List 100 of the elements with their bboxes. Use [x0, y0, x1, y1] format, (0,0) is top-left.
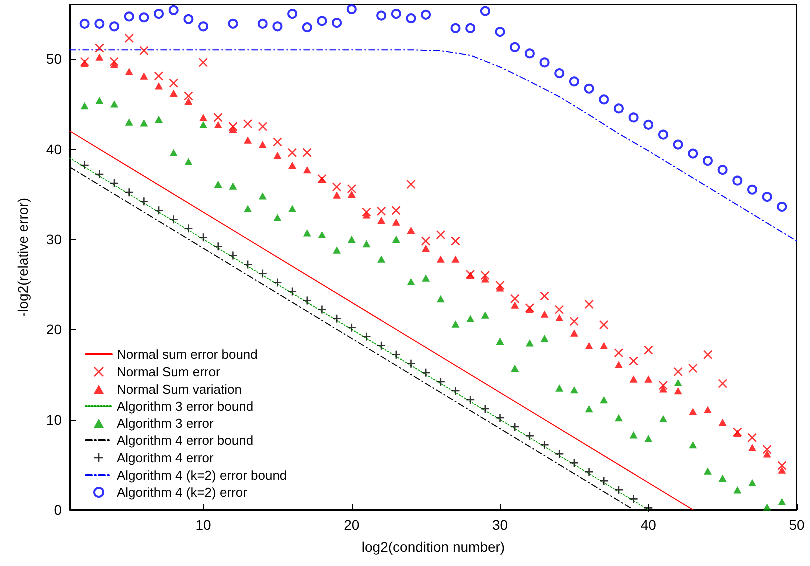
point [273, 137, 282, 147]
point [318, 305, 327, 314]
point [303, 166, 312, 174]
legend-label: Normal Sum error [117, 364, 221, 380]
point [288, 287, 298, 296]
point [392, 218, 400, 226]
point [214, 180, 222, 188]
point [674, 367, 683, 377]
point [333, 246, 342, 254]
legend-label: Normal Sum variation [117, 382, 242, 397]
x-tick-label: 10 [196, 517, 212, 533]
point [570, 386, 578, 394]
point [169, 78, 179, 88]
point [703, 350, 713, 360]
point [391, 9, 402, 20]
y-tick-label: 40 [46, 141, 62, 158]
point [644, 120, 654, 130]
point [496, 413, 505, 423]
point [674, 387, 682, 395]
point [584, 84, 594, 94]
point [140, 120, 148, 127]
point [406, 14, 416, 24]
point [600, 342, 608, 350]
point [288, 162, 297, 170]
point [480, 6, 490, 16]
point [511, 302, 520, 309]
point [228, 122, 238, 132]
point [630, 376, 638, 383]
point [436, 295, 445, 303]
point [288, 205, 297, 212]
point [510, 294, 520, 304]
point [80, 18, 90, 29]
point [184, 14, 194, 24]
line-series [70, 50, 798, 242]
point [124, 12, 134, 22]
point [229, 182, 238, 190]
point [125, 118, 134, 126]
point [525, 303, 535, 313]
point [496, 284, 504, 292]
point [198, 58, 208, 68]
point [317, 16, 328, 26]
point [778, 466, 786, 474]
legend-label: Algorithm 4 (k=2) error bound [117, 468, 288, 483]
point [258, 18, 268, 29]
point [184, 98, 193, 106]
point [362, 212, 371, 219]
point [748, 479, 756, 487]
point [510, 42, 520, 52]
point [214, 121, 222, 129]
point [154, 72, 164, 81]
point [125, 68, 134, 76]
point [600, 396, 608, 404]
point [704, 406, 712, 414]
point [481, 276, 490, 283]
y-axis-title: -log2(relative error) [15, 198, 31, 318]
point [407, 226, 416, 234]
point [140, 72, 148, 80]
point [734, 486, 742, 494]
point [599, 94, 610, 105]
point [95, 44, 104, 53]
point [273, 278, 282, 288]
point [540, 58, 550, 68]
point [392, 206, 402, 216]
point [628, 112, 639, 123]
point [214, 242, 224, 252]
point [155, 116, 164, 124]
point [496, 338, 504, 345]
point [228, 251, 238, 260]
point [585, 342, 594, 350]
point [333, 192, 342, 199]
point [495, 27, 506, 38]
point [614, 486, 624, 495]
point [110, 60, 119, 68]
point [570, 458, 580, 468]
point [629, 494, 638, 504]
point [614, 414, 623, 422]
point [674, 379, 682, 386]
point [659, 415, 668, 423]
point [347, 184, 357, 194]
point [406, 359, 416, 369]
y-tick-label: 30 [46, 231, 62, 248]
point [258, 141, 267, 148]
x-axis-title: log2(condition number) [362, 539, 506, 555]
point [748, 433, 758, 443]
point [644, 376, 653, 383]
point [763, 504, 772, 511]
point [376, 206, 386, 216]
point [554, 305, 564, 314]
point [378, 216, 386, 224]
point [451, 236, 460, 246]
point [584, 300, 594, 310]
point [347, 323, 357, 332]
point [94, 18, 105, 29]
point [392, 350, 402, 360]
point [778, 498, 786, 506]
point [556, 384, 564, 392]
point [214, 113, 224, 122]
point [184, 158, 193, 166]
point [244, 205, 252, 212]
point [258, 269, 268, 278]
